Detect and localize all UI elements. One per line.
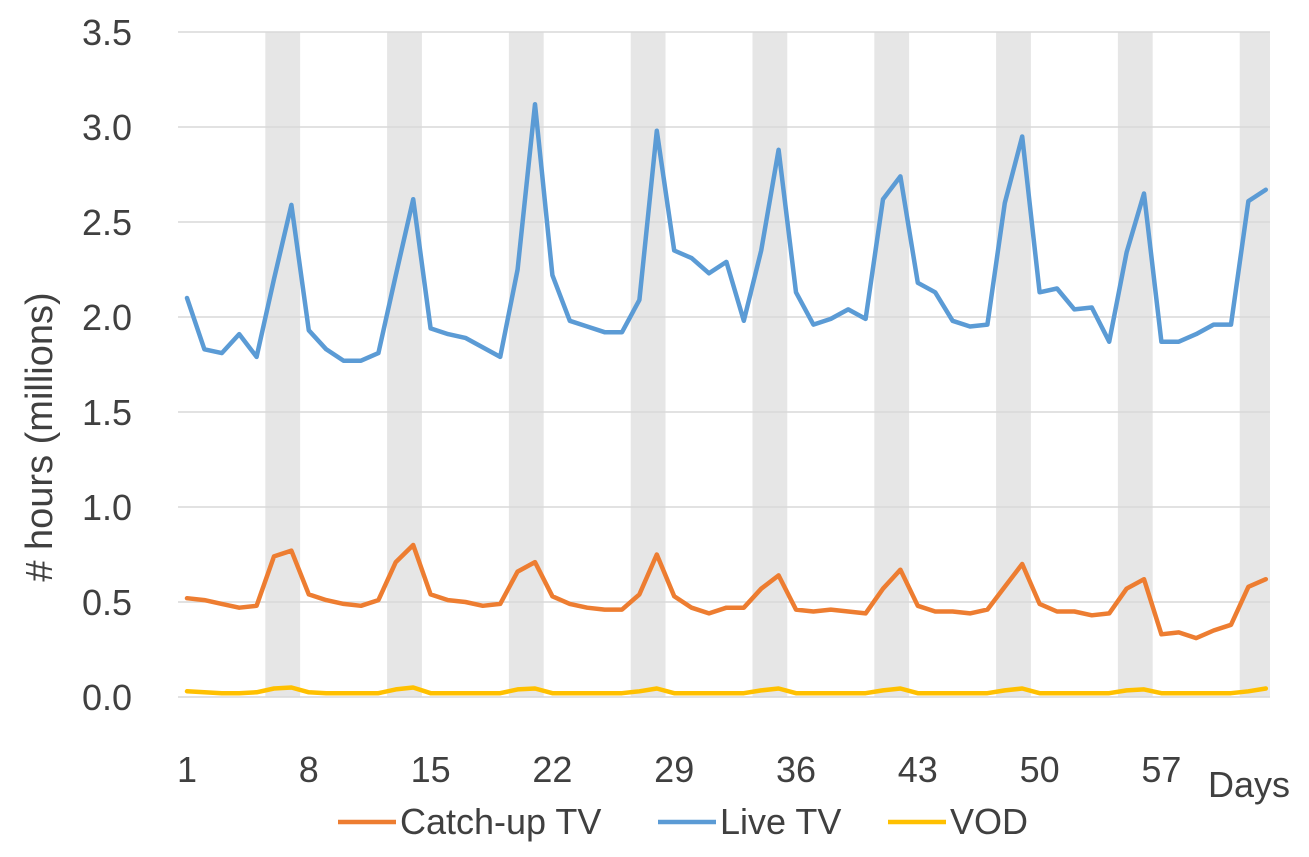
y-axis-ticks: 0.0 0.5 1.0 1.5 2.0 2.5 3.0 3.5 <box>82 12 132 718</box>
x-tick-label: 36 <box>776 749 816 790</box>
x-tick-label: 29 <box>654 749 694 790</box>
y-tick-label: 3.0 <box>82 107 132 148</box>
legend-label: Catch-up TV <box>400 801 601 842</box>
series-line-vod <box>184 685 1269 696</box>
weekend-band <box>387 32 422 697</box>
y-tick-label: 0.5 <box>82 582 132 623</box>
series-line-live-tv <box>184 101 1269 363</box>
legend: Catch-up TV Live TV VOD <box>338 801 1028 842</box>
weekend-band <box>996 32 1031 697</box>
series-lines <box>184 101 1269 696</box>
legend-label: Live TV <box>720 801 841 842</box>
x-tick-label: 57 <box>1141 749 1181 790</box>
weekend-band <box>265 32 301 697</box>
x-tick-label: 15 <box>411 749 451 790</box>
weekend-band <box>752 32 788 697</box>
y-tick-label: 2.0 <box>82 297 132 338</box>
series-line-catch-up-tv <box>184 542 1269 641</box>
legend-label: VOD <box>950 801 1028 842</box>
y-axis-label: # hours (millions) <box>19 292 61 581</box>
x-axis-label: Days <box>1208 764 1290 805</box>
weekend-band <box>874 32 910 697</box>
x-tick-label: 22 <box>532 749 572 790</box>
y-tick-label: 0.0 <box>82 677 132 718</box>
y-tick-label: 1.0 <box>82 487 132 528</box>
gridlines <box>178 31 1270 698</box>
x-tick-label: 43 <box>898 749 938 790</box>
x-tick-label: 1 <box>177 749 197 790</box>
x-axis-ticks: 1 8 15 22 29 36 43 50 57 <box>177 749 1181 790</box>
y-tick-label: 3.5 <box>82 12 132 53</box>
x-tick-label: 50 <box>1020 749 1060 790</box>
x-tick-label: 8 <box>299 749 319 790</box>
y-tick-label: 1.5 <box>82 392 132 433</box>
y-tick-label: 2.5 <box>82 202 132 243</box>
